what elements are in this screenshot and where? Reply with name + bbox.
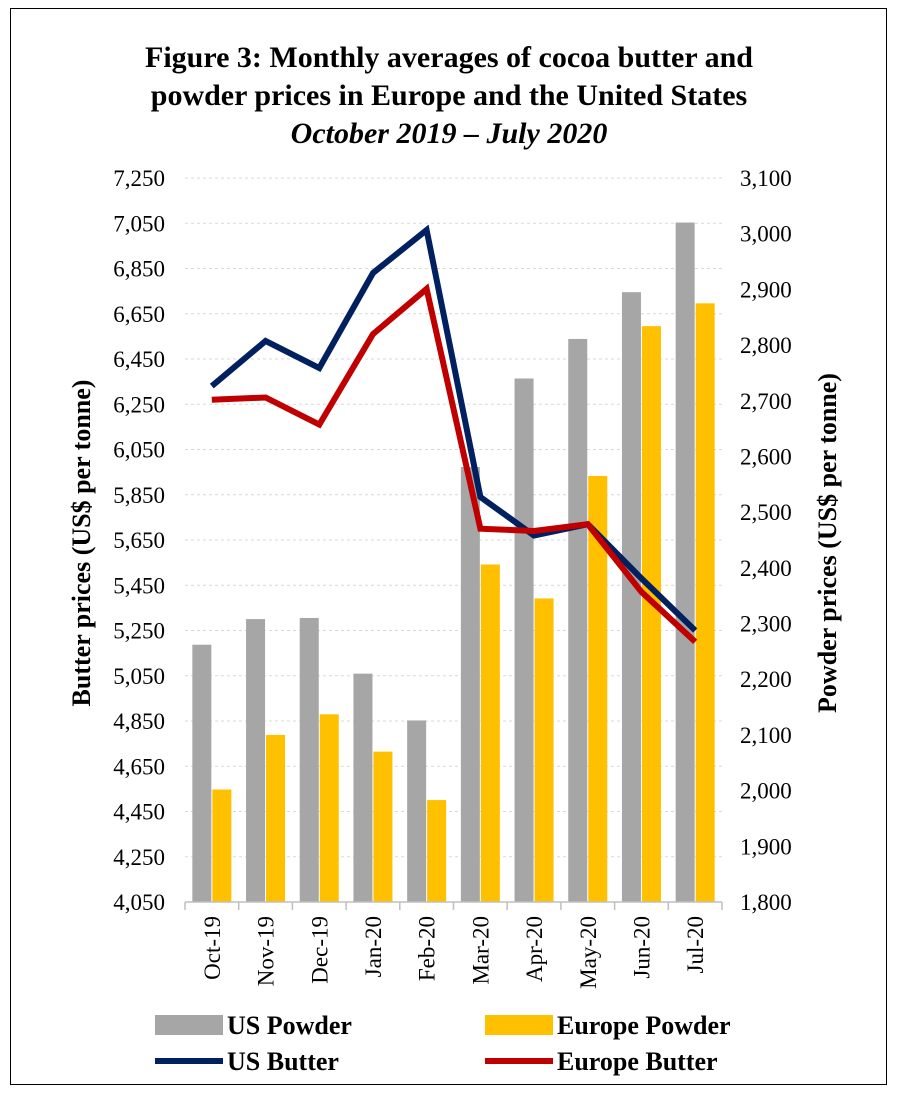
left-tick-label: 6,650 <box>113 302 165 327</box>
right-tick-label: 2,900 <box>740 277 792 302</box>
x-tick-label: Jan-20 <box>361 916 386 977</box>
left-tick-label: 7,250 <box>113 166 165 191</box>
right-tick-label: 1,900 <box>740 834 792 859</box>
right-axis-title: Powder prices (US$ per tonne) <box>813 373 842 713</box>
chart-title-line-1: Figure 3: Monthly averages of cocoa butt… <box>145 41 753 74</box>
left-tick-label: 5,650 <box>113 528 165 553</box>
us-powder-bar <box>299 617 319 902</box>
left-tick-label: 4,050 <box>113 890 165 915</box>
right-tick-label: 1,800 <box>740 890 792 915</box>
right-axis-ticks: 1,800 1,900 2,000 2,100 2,200 2,300 2,400 2,500… <box>740 166 792 915</box>
europe-powder-legend-label: Europe Powder <box>557 1011 731 1040</box>
left-axis-title: Butter prices (US$ per tonne) <box>67 380 96 707</box>
right-tick-label: 2,100 <box>740 723 792 748</box>
left-tick-label: 7,050 <box>113 211 165 236</box>
x-tick-label: May-20 <box>576 916 601 989</box>
x-tick-label: Apr-20 <box>522 916 547 982</box>
right-tick-label: 2,700 <box>740 389 792 414</box>
us-powder-bar <box>568 338 588 902</box>
us-powder-bar <box>675 222 695 903</box>
left-tick-label: 4,650 <box>113 754 165 779</box>
left-tick-label: 5,450 <box>113 573 165 598</box>
europe-powder-bar <box>427 800 447 902</box>
left-tick-label: 6,850 <box>113 257 165 282</box>
axes <box>184 901 723 910</box>
us-butter-legend-label: US Butter <box>227 1047 339 1076</box>
europe-powder-bar <box>319 714 339 902</box>
europe-powder-bar <box>266 734 286 902</box>
us-powder-bar <box>353 673 373 902</box>
left-tick-label: 6,250 <box>113 392 165 417</box>
right-tick-label: 2,200 <box>740 667 792 692</box>
left-tick-label: 4,850 <box>113 709 165 734</box>
us-powder-bar <box>514 378 534 902</box>
right-tick-label: 2,300 <box>740 612 792 637</box>
europe-powder-bar <box>534 598 554 902</box>
x-tick-label: Dec-19 <box>307 916 332 984</box>
right-tick-label: 3,000 <box>740 222 792 247</box>
right-tick-label: 2,500 <box>740 500 792 525</box>
us-powder-legend-swatch <box>155 1015 223 1035</box>
europe-powder-bar <box>212 789 232 902</box>
left-tick-label: 4,450 <box>113 800 165 825</box>
x-tick-label: Jun-20 <box>629 916 654 979</box>
left-tick-label: 6,450 <box>113 347 165 372</box>
us-powder-bar <box>460 467 480 902</box>
left-axis-ticks: 4,050 4,250 4,450 4,650 4,850 5,050 5,250 5,450… <box>113 166 165 915</box>
europe-powder-bar <box>695 303 715 902</box>
x-tick-label: Feb-20 <box>415 916 440 981</box>
left-tick-label: 5,850 <box>113 483 165 508</box>
europe-powder-legend-swatch <box>485 1015 553 1035</box>
x-axis-labels: Oct-19 Nov-19 Dec-19 Jan-20 Feb-20 Mar-20 Apr-… <box>200 916 708 989</box>
lines <box>209 224 698 644</box>
chart-subtitle: October 2019 – July 2020 <box>290 117 608 150</box>
left-tick-label: 4,250 <box>113 845 165 870</box>
figure-frame <box>10 8 887 1085</box>
x-tick-label: Mar-20 <box>468 916 493 985</box>
us-powder-bar <box>246 619 266 902</box>
europe-powder-bar <box>641 326 661 902</box>
right-tick-label: 2,800 <box>740 333 792 358</box>
us-powder-legend-label: US Powder <box>227 1011 352 1040</box>
bars <box>192 222 715 903</box>
europe-butter-legend-label: Europe Butter <box>557 1047 718 1076</box>
right-tick-label: 3,100 <box>740 166 792 191</box>
left-tick-label: 5,050 <box>113 664 165 689</box>
right-tick-label: 2,000 <box>740 779 792 804</box>
legend: US Powder Europe Powder US Butter Europe Bu… <box>155 1011 731 1076</box>
x-tick-label: Jul-20 <box>683 916 708 974</box>
us-powder-bar <box>407 720 427 902</box>
left-tick-label: 5,250 <box>113 619 165 644</box>
right-tick-label: 2,400 <box>740 556 792 581</box>
left-tick-label: 6,050 <box>113 438 165 463</box>
us-powder-bar <box>192 644 212 902</box>
europe-powder-bar <box>373 751 393 902</box>
us-powder-bar <box>621 292 641 903</box>
x-tick-label: Nov-19 <box>254 916 279 986</box>
gridlines <box>185 177 722 858</box>
chart-title-line-2: powder prices in Europe and the United S… <box>150 79 748 112</box>
europe-powder-bar <box>588 475 608 902</box>
europe-powder-bar <box>480 564 500 902</box>
us-butter-line <box>209 224 698 633</box>
right-tick-label: 2,600 <box>740 444 792 469</box>
x-tick-label: Oct-19 <box>200 916 225 980</box>
europe-butter-line <box>211 283 698 644</box>
